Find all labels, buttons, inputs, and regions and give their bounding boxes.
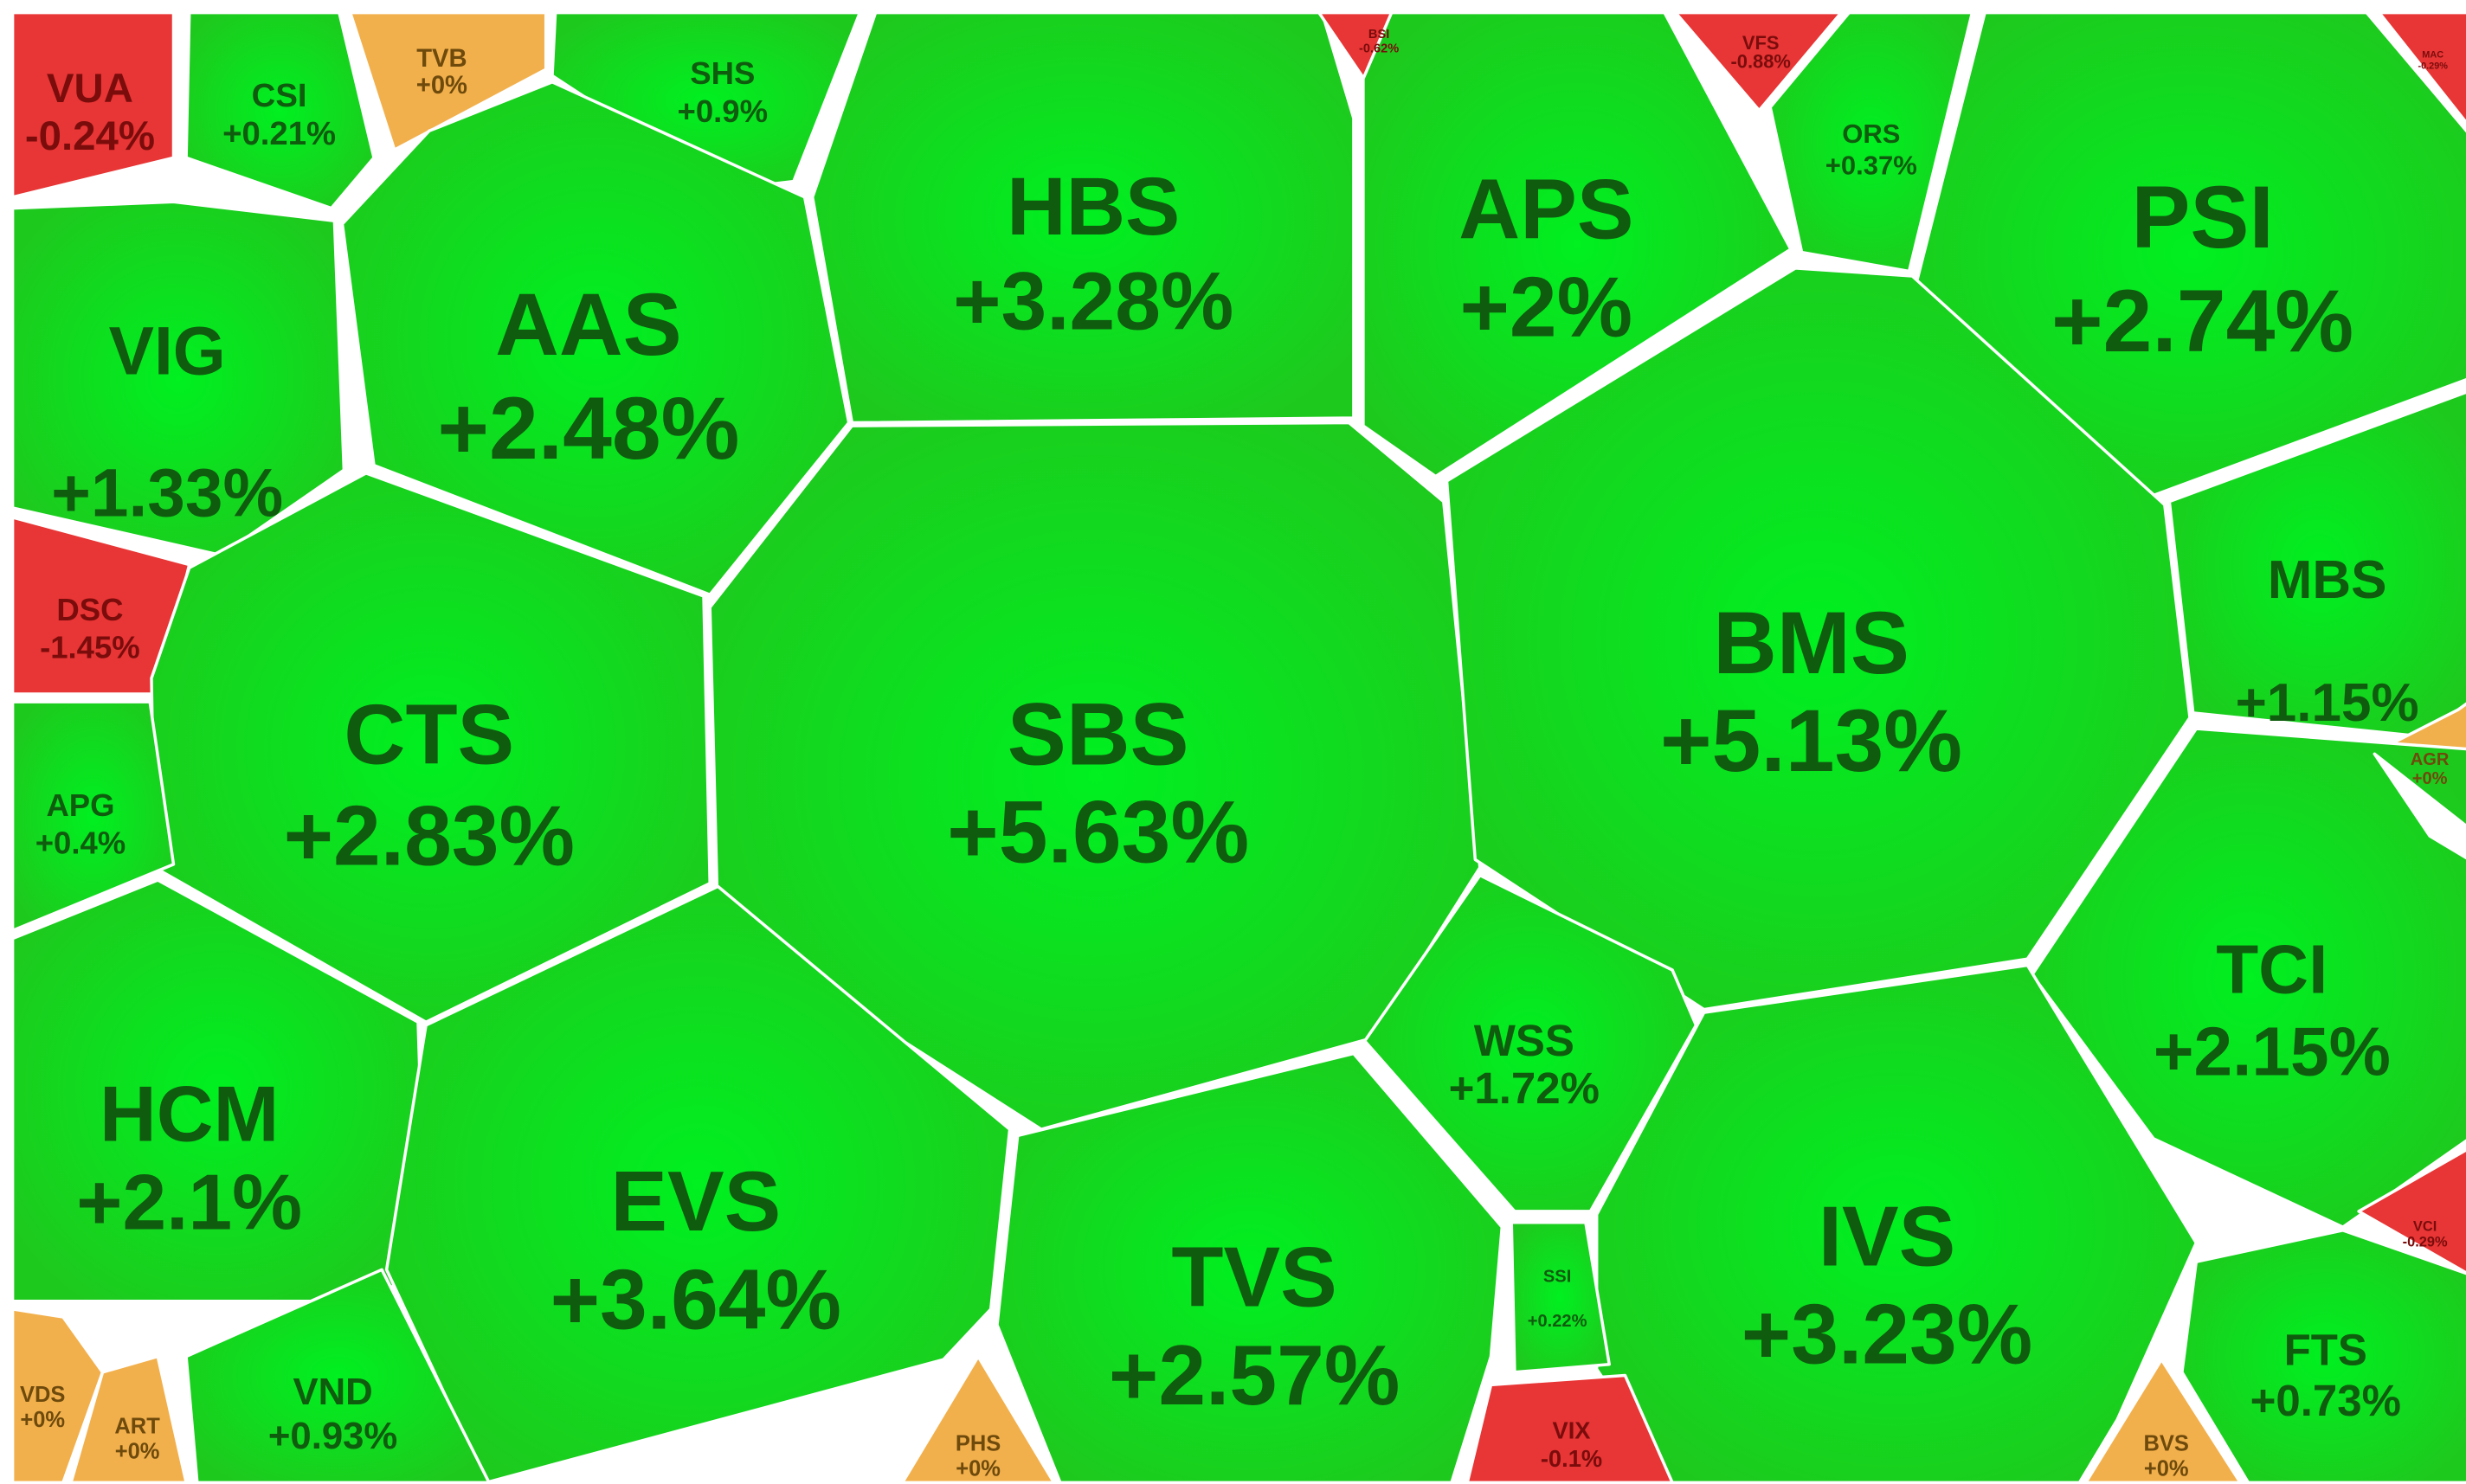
cell-vua[interactable]: [10, 10, 176, 199]
cell-ticker-mac: MAC: [2422, 50, 2443, 61]
cell-vci[interactable]: [2357, 1148, 2466, 1275]
cell-vig[interactable]: [10, 200, 346, 557]
cell-ticker-agr: AGR: [2411, 750, 2450, 769]
cell-change-csi: +0.21%: [222, 115, 336, 152]
cell-change-art: +0%: [115, 1440, 160, 1464]
cell-change-aas: +2.48%: [437, 379, 739, 478]
cell-ticker-vds: VDS: [20, 1383, 65, 1407]
cell-change-tvb: +0%: [416, 72, 467, 100]
cell-vnd[interactable]: [184, 1268, 491, 1484]
cell-change-vig: +1.33%: [51, 455, 283, 531]
cell-art[interactable]: [69, 1354, 188, 1484]
cell-ticker-wss: WSS: [1474, 1016, 1574, 1065]
cell-ticker-bvs: BVS: [2143, 1431, 2188, 1455]
cell-ticker-art: ART: [114, 1414, 160, 1438]
cell-change-psi: +2.74%: [2051, 272, 2353, 370]
cell-ticker-bms: BMS: [1713, 594, 1909, 692]
cell-ticker-csi: CSI: [252, 77, 307, 114]
cell-fts[interactable]: [2180, 1229, 2466, 1484]
cell-ticker-mbs: MBS: [2268, 550, 2387, 610]
cell-change-ors: +0.37%: [1825, 150, 1917, 180]
cell-aps[interactable]: [1362, 10, 1793, 479]
cell-tvb[interactable]: [348, 10, 548, 151]
cell-change-vci: -0.29%: [2403, 1235, 2448, 1250]
cell-aas[interactable]: [340, 80, 851, 596]
cell-change-vix: -0.1%: [1541, 1445, 1602, 1472]
cell-change-tci: +2.15%: [2154, 1012, 2391, 1089]
cell-ticker-aas: AAS: [495, 275, 682, 374]
cell-change-cts: +2.83%: [284, 787, 575, 883]
cell-tci[interactable]: [2030, 727, 2466, 1229]
cell-ticker-sbs: SBS: [1008, 685, 1189, 784]
cell-change-bsi: -0.62%: [1359, 42, 1399, 55]
cell-ticker-vfs: VFS: [1742, 32, 1780, 54]
cell-ticker-shs: SHS: [690, 55, 755, 91]
cell-change-vds: +0%: [20, 1408, 65, 1432]
cell-mbs[interactable]: [2167, 390, 2466, 743]
cell-vfs[interactable]: [1674, 10, 1843, 112]
cell-csi[interactable]: [184, 10, 376, 210]
cell-change-hcm: +2.1%: [76, 1159, 302, 1246]
cell-ticker-cts: CTS: [344, 687, 514, 782]
cell-change-wss: +1.72%: [1449, 1063, 1600, 1113]
cell-change-agr: +0%: [2412, 769, 2448, 788]
cell-change-apg: +0.4%: [35, 826, 126, 861]
cell-ticker-hcm: HCM: [100, 1070, 279, 1158]
cell-change-shs: +0.9%: [678, 93, 769, 129]
cell-ticker-vua: VUA: [47, 66, 133, 112]
cell-ticker-ivs: IVS: [1819, 1188, 1956, 1283]
cell-wss[interactable]: [1362, 873, 1698, 1213]
cell-change-dsc: -1.45%: [40, 630, 140, 665]
cell-ticker-fts: FTS: [2284, 1325, 2367, 1374]
cell-change-ssi: +0.22%: [1528, 1312, 1587, 1331]
cell-change-mbs: +1.15%: [2236, 673, 2419, 733]
cell-bvs[interactable]: [2083, 1358, 2243, 1484]
cell-ticker-bsi: BSI: [1368, 28, 1389, 42]
cell-ticker-tci: TCI: [2216, 930, 2328, 1008]
cell-ivs[interactable]: [1594, 963, 2199, 1484]
cell-ticker-tvb: TVB: [416, 45, 467, 73]
cell-change-sbs: +5.63%: [947, 783, 1249, 882]
cell-change-tvs: +2.57%: [1109, 1327, 1400, 1423]
cell-ors[interactable]: [1768, 10, 1974, 273]
cell-change-bms: +5.13%: [1660, 691, 1962, 790]
cell-apg[interactable]: [10, 700, 176, 933]
cell-ticker-vnd: VND: [293, 1371, 372, 1413]
cell-change-phs: +0%: [956, 1457, 1001, 1481]
cell-change-ivs: +3.23%: [1742, 1286, 2032, 1381]
cell-ticker-apg: APG: [46, 787, 114, 823]
cell-change-fts: +0.73%: [2250, 1376, 2401, 1425]
cell-ssi[interactable]: [1510, 1220, 1611, 1374]
cell-ticker-evs: EVS: [610, 1153, 781, 1249]
cell-change-evs: +3.64%: [551, 1251, 841, 1346]
cell-tvs[interactable]: [995, 1051, 1504, 1484]
cell-change-vfs: -0.88%: [1731, 51, 1791, 73]
cell-change-bvs: +0%: [2144, 1457, 2189, 1481]
cell-change-aps: +2%: [1459, 260, 1632, 355]
cell-change-vnd: +0.93%: [268, 1415, 397, 1457]
cell-vix[interactable]: [1465, 1373, 1674, 1484]
cell-vds[interactable]: [10, 1307, 105, 1484]
cell-ticker-vix: VIX: [1553, 1417, 1591, 1443]
cell-ticker-aps: APS: [1458, 162, 1633, 257]
cell-change-mac: -0.29%: [2418, 61, 2448, 71]
cell-ticker-hbs: HBS: [1007, 161, 1180, 253]
cell-ticker-ors: ORS: [1842, 119, 1900, 149]
cell-ticker-vig: VIG: [109, 313, 226, 389]
cell-mac[interactable]: [2377, 10, 2466, 126]
cell-ticker-phs: PHS: [956, 1431, 1001, 1455]
cell-evs[interactable]: [384, 884, 1012, 1484]
cell-ticker-ssi: SSI: [1543, 1268, 1571, 1287]
cell-phs[interactable]: [900, 1354, 1056, 1484]
cell-ticker-tvs: TVS: [1171, 1230, 1336, 1325]
cell-change-hbs: +3.28%: [953, 255, 1233, 347]
cell-ticker-vci: VCI: [2413, 1218, 2437, 1234]
cell-change-vua: -0.24%: [25, 113, 155, 159]
cell-ticker-dsc: DSC: [56, 592, 123, 627]
cell-ticker-psi: PSI: [2131, 168, 2274, 267]
